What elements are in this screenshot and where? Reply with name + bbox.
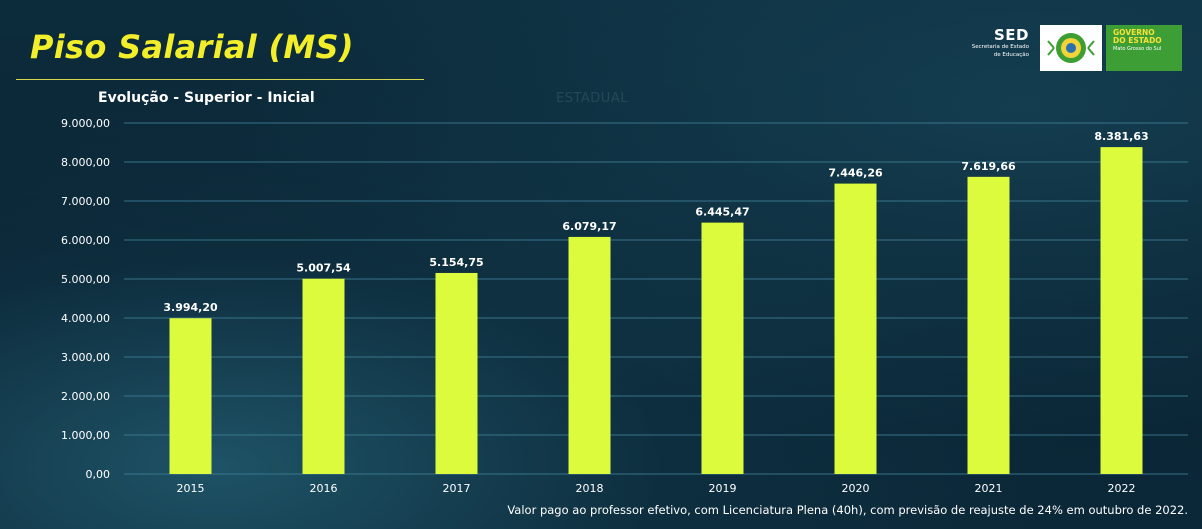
data-label: 5.154,75 bbox=[429, 256, 483, 269]
bar bbox=[1100, 147, 1143, 474]
x-tick-label: 2020 bbox=[842, 482, 870, 495]
x-axis-ticks: 2015 2016 2017 2018 2019 2020 2021 2022 bbox=[177, 482, 1136, 495]
gov-line1: GOVERNO bbox=[1113, 28, 1155, 37]
x-tick-label: 2016 bbox=[310, 482, 338, 495]
x-tick-label: 2017 bbox=[443, 482, 471, 495]
x-tick-label: 2018 bbox=[576, 482, 604, 495]
chart-subtitle: Evolução - Superior - Inicial bbox=[98, 90, 315, 106]
bar bbox=[701, 222, 744, 474]
y-tick-label: 3.000,00 bbox=[61, 351, 110, 364]
watermark-text: ESTADUAL bbox=[556, 91, 628, 106]
x-tick-label: 2021 bbox=[975, 482, 1003, 495]
x-tick-label: 2015 bbox=[177, 482, 205, 495]
x-tick-label: 2019 bbox=[709, 482, 737, 495]
coat-of-arms-graphic bbox=[1047, 33, 1095, 63]
y-axis-ticks: 0,00 1.000,00 2.000,00 3.000,00 4.000,00 5.00… bbox=[61, 117, 110, 481]
bar bbox=[568, 236, 611, 474]
governo-logo: GOVERNO DO ESTADO Mato Grosso do Sul bbox=[1106, 25, 1182, 71]
data-label: 7.619,66 bbox=[961, 160, 1016, 173]
bar bbox=[169, 318, 212, 474]
bar bbox=[435, 272, 478, 474]
y-tick-label: 7.000,00 bbox=[61, 195, 110, 208]
sed-acronym: SED bbox=[993, 26, 1029, 44]
y-tick-label: 6.000,00 bbox=[61, 234, 110, 247]
data-label: 8.381,63 bbox=[1094, 130, 1148, 143]
gov-line3: Mato Grosso do Sul bbox=[1113, 45, 1162, 52]
footnote: Valor pago ao professor efetivo, com Lic… bbox=[507, 503, 1188, 517]
gov-line2: DO ESTADO bbox=[1113, 35, 1162, 45]
sed-name-line2: de Educação bbox=[993, 51, 1029, 58]
data-label: 6.079,17 bbox=[562, 220, 616, 233]
y-tick-label: 0,00 bbox=[86, 468, 111, 481]
gridlines bbox=[124, 122, 1188, 475]
bar bbox=[302, 278, 345, 474]
page-title: Piso Salarial (MS) bbox=[30, 28, 354, 66]
coat-of-arms-icon bbox=[1040, 25, 1102, 71]
bar bbox=[834, 183, 877, 474]
data-label: 7.446,26 bbox=[828, 167, 883, 180]
data-label: 6.445,47 bbox=[695, 206, 749, 219]
x-tick-label: 2022 bbox=[1108, 482, 1136, 495]
data-label: 3.994,20 bbox=[163, 301, 218, 314]
y-tick-label: 5.000,00 bbox=[61, 273, 110, 286]
bars bbox=[169, 147, 1143, 475]
y-tick-label: 8.000,00 bbox=[61, 156, 110, 169]
value-labels: 3.994,20 5.007,54 5.154,75 6.079,17 6.445,47… bbox=[163, 130, 1148, 314]
government-logos: SED Secretaria de Estado de Educação GOV… bbox=[968, 24, 1183, 72]
sed-logo: SED Secretaria de Estado de Educação bbox=[972, 28, 1029, 58]
y-tick-label: 2.000,00 bbox=[61, 390, 110, 403]
data-label: 5.007,54 bbox=[296, 262, 351, 275]
bar bbox=[967, 176, 1010, 475]
title-underline bbox=[16, 79, 424, 80]
y-tick-label: 1.000,00 bbox=[61, 429, 110, 442]
y-tick-label: 4.000,00 bbox=[61, 312, 110, 325]
sed-name-line1: Secretaria de Estado bbox=[971, 44, 1029, 50]
y-tick-label: 9.000,00 bbox=[61, 117, 110, 130]
